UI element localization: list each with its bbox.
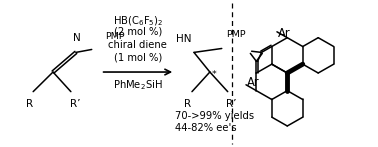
Text: R: R — [184, 100, 192, 110]
Text: R’: R’ — [70, 100, 80, 110]
Text: Ar: Ar — [247, 76, 260, 89]
Text: PMP: PMP — [226, 30, 245, 39]
Text: Ar: Ar — [278, 27, 291, 40]
Text: HN: HN — [177, 34, 192, 44]
Text: R: R — [26, 100, 33, 110]
Text: (1 mol %): (1 mol %) — [114, 52, 162, 62]
Text: chiral diene: chiral diene — [108, 40, 167, 50]
Text: (2 mol %): (2 mol %) — [114, 27, 162, 37]
Text: HB(C$_6$F$_5$)$_2$: HB(C$_6$F$_5$)$_2$ — [113, 14, 163, 28]
Text: *: * — [211, 70, 216, 80]
Text: 70->99% yields: 70->99% yields — [175, 111, 254, 121]
Text: N: N — [73, 33, 81, 43]
Text: 44-82% ee's: 44-82% ee's — [175, 123, 237, 133]
Text: R’: R’ — [226, 100, 237, 110]
Text: PMP: PMP — [105, 32, 125, 41]
Text: PhMe$_2$SiH: PhMe$_2$SiH — [113, 78, 163, 92]
